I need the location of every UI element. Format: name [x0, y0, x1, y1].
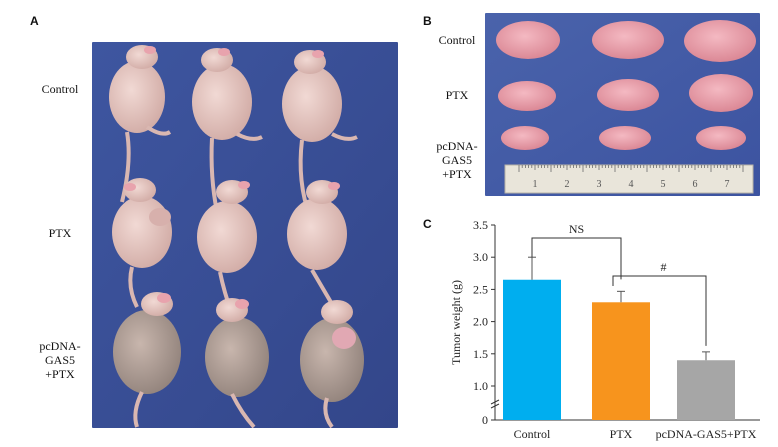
significance-label: NS	[569, 222, 584, 236]
panel-c-letter: C	[423, 217, 432, 231]
panel-b-row-label-combo: pcDNA- GAS5 +PTX	[436, 139, 478, 181]
bar-1	[503, 279, 561, 420]
panel-b-row-label-control: Control	[438, 33, 476, 47]
mouse-combo-3	[300, 300, 364, 428]
ruler-number: 1	[533, 179, 538, 190]
tumor-combo-3	[696, 126, 746, 150]
mice-photo	[92, 42, 398, 428]
mouse-ptx-1	[112, 178, 172, 308]
bar-3	[677, 360, 735, 420]
significance-label: #	[661, 260, 667, 274]
y-tick-label: 1.0	[473, 379, 488, 393]
panel-a-row-label-control: Control	[41, 82, 79, 96]
ruler-number: 4	[629, 179, 634, 190]
tumor-ptx-3	[689, 74, 753, 112]
panel-a-row-label-combo: pcDNA- GAS5 +PTX	[39, 339, 81, 381]
y-tick-label: 0	[482, 413, 488, 427]
tumor-combo-2	[599, 126, 651, 150]
bar-2	[592, 302, 650, 420]
mouse-control-2	[192, 48, 263, 213]
x-tick-label: pcDNA-GAS5+PTX	[656, 427, 757, 441]
mouse-ptx-3	[287, 180, 347, 306]
tumor-control-3	[684, 20, 756, 62]
x-tick-label: Control	[514, 427, 551, 441]
y-axis-label: Tumor weight (g)	[449, 280, 463, 365]
mouse-combo-2	[205, 298, 269, 428]
tumor-control-2	[592, 21, 664, 59]
panel-a-letter: A	[30, 14, 39, 28]
y-tick-label: 2.5	[473, 282, 488, 296]
tumor-ptx-1	[498, 81, 556, 111]
ruler-number: 3	[597, 179, 602, 190]
tumor-combo-1	[501, 126, 549, 150]
tumors-photo: 1 2 3 4 5 6 7	[485, 13, 760, 196]
tumor-control-1	[496, 21, 560, 59]
x-tick-label: PTX	[610, 427, 633, 441]
significance-bracket	[531, 237, 622, 280]
tumor-ptx-2	[597, 79, 659, 111]
panel-a-row-label-ptx: PTX	[48, 226, 72, 240]
ruler-number: 5	[661, 179, 666, 190]
mouse-control-1	[109, 45, 172, 203]
y-tick-label: 1.5	[473, 347, 488, 361]
y-tick-label: 3.5	[473, 218, 488, 232]
panel-b-row-label-ptx: PTX	[445, 88, 469, 102]
panel-b-letter: B	[423, 14, 432, 28]
significance-bracket	[612, 275, 707, 346]
axis-break-mark	[490, 399, 500, 405]
y-tick-label: 2.0	[473, 315, 488, 329]
ruler-number: 2	[565, 179, 570, 190]
ruler-number: 7	[725, 179, 730, 190]
ruler-number: 6	[693, 179, 698, 190]
mouse-ptx-2	[197, 180, 257, 315]
ruler: 1 2 3 4 5 6 7	[504, 164, 754, 194]
axis-break-mark	[490, 403, 500, 409]
y-tick-label: 3.0	[473, 250, 488, 264]
mouse-combo-1	[113, 292, 181, 428]
